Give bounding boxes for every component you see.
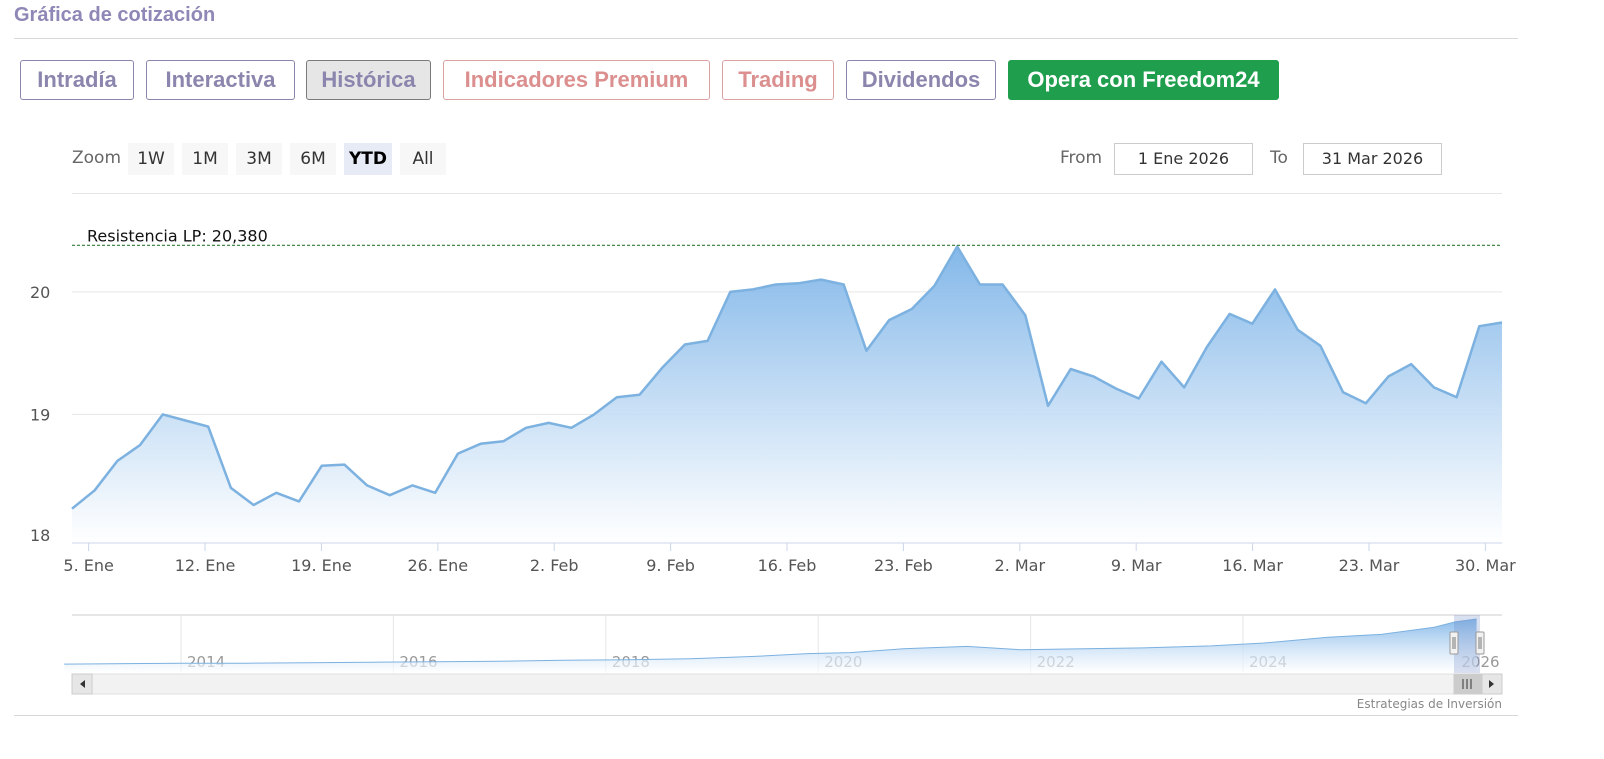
x-tick-label: 16. Feb (758, 556, 817, 575)
navigator-right-handle[interactable] (1475, 631, 1485, 655)
tab-indicadores-premium[interactable]: Indicadores Premium (443, 60, 710, 100)
section-title: Gráfica de cotización (14, 4, 216, 26)
x-tick-label: 16. Mar (1222, 556, 1283, 575)
y-tick-label: 18 (30, 526, 50, 545)
navigator-area (64, 619, 1477, 673)
navigator-left-handle[interactable] (1449, 631, 1459, 655)
x-tick-label: 19. Ene (291, 556, 352, 575)
x-tick-label: 9. Feb (646, 556, 695, 575)
x-tick-label: 2. Feb (530, 556, 579, 575)
to-label: To (1270, 148, 1288, 168)
x-tick-label: 26. Ene (408, 556, 469, 575)
chart-top-divider (72, 193, 1502, 194)
navigator-year-label: 2018 (612, 653, 650, 671)
x-tick-label: 23. Mar (1339, 556, 1400, 575)
tab-interactiva[interactable]: Interactiva (146, 60, 295, 100)
navigator-year-label: 2024 (1249, 653, 1287, 671)
credits-text[interactable]: Estrategias de Inversión (1356, 697, 1502, 711)
x-tick-label: 9. Mar (1111, 556, 1162, 575)
x-tick-label: 30. Mar (1455, 556, 1516, 575)
navigator-year-label: 2022 (1037, 653, 1075, 671)
scroll-right-button[interactable] (1481, 673, 1503, 695)
tab-historica[interactable]: Histórica (306, 60, 431, 100)
navigator-year-label: 2020 (824, 653, 862, 671)
navigator-line (64, 618, 1477, 665)
navigator-selection (1454, 615, 1480, 673)
freedom24-cta-button[interactable]: Opera con Freedom24 (1008, 60, 1279, 100)
scrollbar-track[interactable] (71, 673, 1503, 695)
x-tick-label: 5. Ene (63, 556, 113, 575)
title-divider (14, 38, 1518, 39)
from-label: From (1060, 148, 1103, 168)
tab-trading[interactable]: Trading (722, 60, 834, 100)
zoom-6m-button[interactable]: 6M (290, 143, 336, 175)
scroll-right-arrow-icon (1489, 680, 1494, 688)
tab-dividendos[interactable]: Dividendos (846, 60, 996, 100)
zoom-3m-button[interactable]: 3M (236, 143, 282, 175)
zoom-ytd-button[interactable]: YTD (344, 143, 392, 175)
tab-intradia[interactable]: Intradía (20, 60, 134, 100)
series-area (72, 246, 1502, 543)
x-tick-label: 23. Feb (874, 556, 933, 575)
zoom-label: Zoom (72, 148, 122, 168)
zoom-all-button[interactable]: All (400, 143, 446, 175)
navigator-year-label: 2016 (399, 653, 437, 671)
from-date-input[interactable]: 1 Ene 2026 (1114, 143, 1253, 175)
scroll-left-button[interactable] (71, 673, 93, 695)
series-line (71, 245, 1503, 510)
zoom-1m-button[interactable]: 1M (182, 143, 228, 175)
y-tick-label: 20 (30, 283, 50, 302)
to-date-input[interactable]: 31 Mar 2026 (1303, 143, 1442, 175)
scroll-left-arrow-icon (80, 680, 85, 688)
x-tick-label: 12. Ene (175, 556, 236, 575)
y-tick-label: 19 (30, 405, 50, 424)
navigator-year-label: 2026 (1461, 653, 1499, 671)
zoom-1w-button[interactable]: 1W (128, 143, 174, 175)
navigator-year-label: 2014 (187, 653, 225, 671)
bottom-divider (14, 715, 1518, 716)
x-tick-label: 2. Mar (995, 556, 1046, 575)
resistance-label: Resistencia LP: 20,380 (87, 226, 268, 245)
scrollbar-thumb[interactable] (1453, 673, 1483, 695)
